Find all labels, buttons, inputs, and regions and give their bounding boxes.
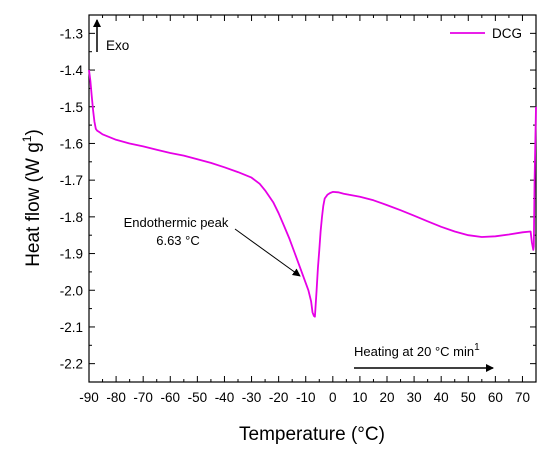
x-tick-label-3: -60 [161,390,181,405]
y-tick-label-9: -2.2 [60,357,83,372]
x-tick-label-1: -80 [106,390,126,405]
y-tick-label-0: -1.3 [60,26,83,41]
y-tick-label-4: -1.7 [60,173,83,188]
x-tick-label-0: -90 [79,390,99,405]
y-tick-label-1: -1.4 [60,63,84,78]
x-tick-label-10: 10 [352,390,367,405]
y-axis-title: Heat flow (W g­1) [20,129,44,267]
series-line-dcg [88,69,537,318]
x-axis-tick-labels: -90 -80 -70 -60 -50 -40 -30 -20 -10 0 10 20 30 40 50 60… [79,390,530,405]
x-tick-label-6: -30 [242,390,262,405]
y-tick-label-7: -2.0 [60,283,83,298]
x-tick-label-5: -40 [215,390,235,405]
y-tick-label-8: -2.1 [60,320,83,335]
x-tick-label-14: 50 [461,390,476,405]
legend: DCG [450,26,522,41]
x-axis-ticks [88,15,523,382]
y-tick-label-2: -1.5 [60,100,83,115]
x-tick-label-2: -70 [133,390,153,405]
y-tick-label-3: -1.6 [60,136,83,151]
x-tick-label-15: 60 [488,390,503,405]
x-tick-label-12: 30 [407,390,422,405]
x-tick-label-11: 20 [379,390,394,405]
y-tick-label-6: -1.9 [60,247,83,262]
x-tick-label-7: -20 [269,390,289,405]
plot-frame [88,14,537,383]
x-tick-label-9: 0 [329,390,337,405]
x-axis-title: Temperature (°C) [239,424,385,445]
x-tick-label-4: -50 [188,390,208,405]
peak-annotation-line2: ­6.63 °C [156,233,200,248]
x-tick-label-16: 70 [515,390,530,405]
heating-annotation: Heating at 20 °C min­1 [354,342,480,359]
y-axis-tick-labels: -1.3 -1.4 -1.5 -1.6 -1.7 -1.8 -1.9 -2.0 -2.1 -2.2 [60,26,84,371]
y-axis-ticks [89,32,536,365]
legend-label-dcg: DCG [492,26,522,41]
x-tick-label-13: 40 [434,390,449,405]
exo-label: Exo [106,38,129,53]
x-tick-label-8: -10 [296,390,316,405]
peak-annotation-arrow [234,228,301,277]
peak-annotation-line1: Endothermic peak [124,215,229,230]
y-tick-label-5: -1.8 [60,210,83,225]
